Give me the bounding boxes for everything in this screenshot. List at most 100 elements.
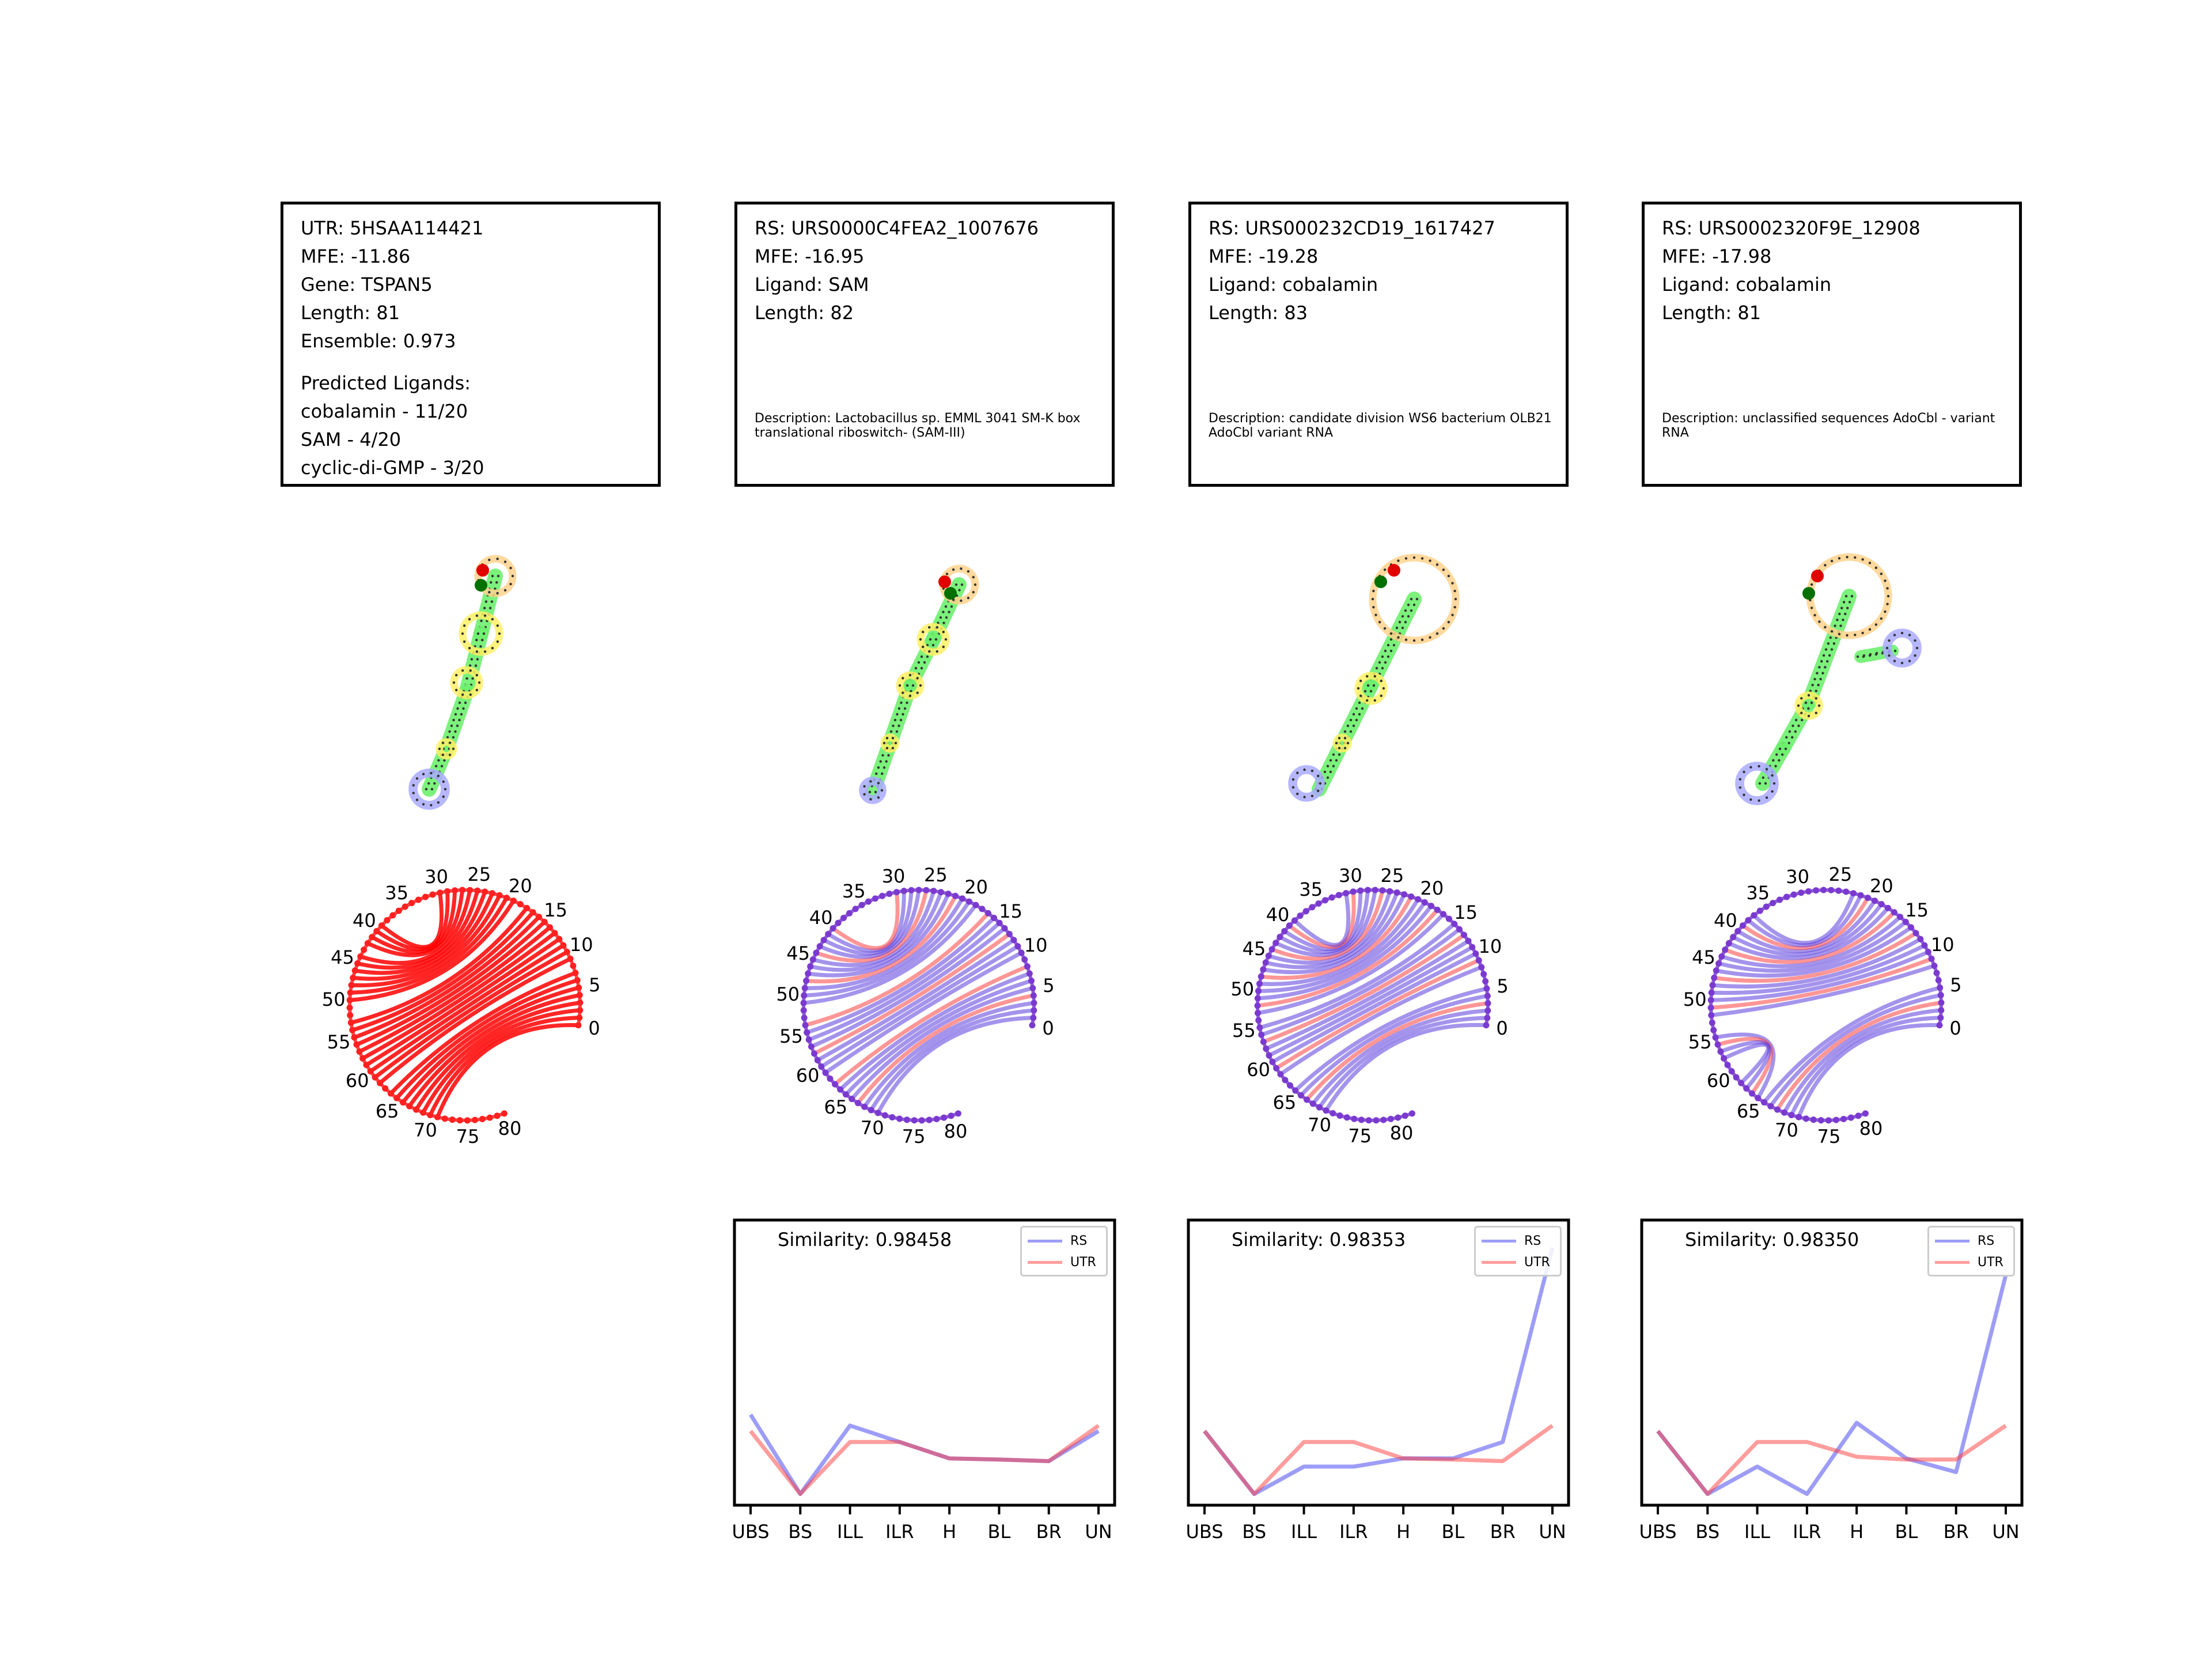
arc-tick-label: 0 (1042, 1017, 1054, 1039)
nucleotide-dot (868, 1107, 874, 1113)
legend-swatch (1028, 1239, 1062, 1243)
nucleotide-dot (577, 1007, 584, 1014)
nucleotide-dot (840, 914, 847, 921)
nucleotide-dot (373, 927, 380, 934)
nucleotide-dot (1282, 1077, 1289, 1084)
nucleotide-dot (965, 898, 972, 905)
base-pair-arc (1259, 922, 1456, 1030)
base-pair-arc (349, 899, 516, 1002)
info-line: RS: URS0002320F9E_12908 (1662, 217, 1921, 239)
arc-tick-label: 65 (375, 1100, 399, 1122)
nucleotide-dot (346, 1004, 353, 1011)
nucleotide-dot (1336, 1112, 1343, 1119)
nucleotide-dot (1265, 952, 1272, 959)
nucleotide-dot (1277, 933, 1283, 940)
arc-tick-label: 5 (1497, 975, 1509, 998)
nucleotide-dot (1738, 1080, 1745, 1086)
nucleotide-dot (1937, 992, 1944, 999)
base-pair-arc (824, 951, 1022, 1075)
nucleotide-dot (1031, 999, 1037, 1006)
nucleotide-dot (1813, 887, 1820, 894)
base-pair-arc (421, 1008, 581, 1114)
nucleotide-dot (1309, 904, 1316, 911)
base-pair-arc (1723, 1042, 1770, 1085)
nucleotide-dot (854, 1100, 861, 1107)
nucleotide-dot (346, 997, 353, 1003)
nucleotide-dot (807, 963, 814, 970)
arc-tick-label: 75 (1348, 1124, 1372, 1147)
nucleotide-dot (915, 887, 922, 893)
nucleotide-dot (991, 914, 998, 921)
nucleotide-dot (1350, 888, 1357, 895)
base-pair-arc (1293, 892, 1351, 947)
info-line: Length: 82 (755, 302, 854, 324)
arc-tick-label: 20 (1420, 877, 1444, 899)
base-pair-arc (1265, 892, 1399, 969)
nucleotide-dot (1707, 1004, 1714, 1011)
similarity-label: Similarity: 0.98350 (1685, 1229, 1859, 1251)
nucleotide-dot (1832, 1116, 1839, 1123)
base-pair-arc (856, 993, 1034, 1105)
base-pair-arc (1265, 939, 1469, 1051)
nucleotide-dot (395, 907, 402, 914)
nucleotide-dot (1825, 1117, 1832, 1124)
nucleotide-dot (1286, 1082, 1293, 1089)
nucleotide-dot (861, 1103, 868, 1110)
description-text: Description: unclassified sequences AdoC… (1662, 411, 1995, 440)
nucleotide-dot (1725, 940, 1732, 947)
arc-tick-label: 65 (1272, 1091, 1297, 1113)
nucleotide-dot (1840, 1116, 1847, 1123)
nucleotide-dot (1862, 1110, 1869, 1117)
nucleotide-dot (800, 999, 807, 1006)
base-pair-arc (1258, 901, 1427, 993)
nucleotide-dot (1790, 891, 1797, 898)
arc-tick-label: 15 (1905, 899, 1929, 922)
nucleotide-dot (908, 887, 915, 893)
nucleotide-dot (353, 1041, 360, 1048)
nucleotide-dot (1707, 997, 1714, 1003)
nucleotide-dot (1745, 917, 1752, 924)
base-pair-arc (353, 915, 541, 1040)
base-pair-arc (805, 912, 990, 1028)
arc-tick-label: 55 (1688, 1031, 1712, 1053)
nucleotide-dot (1343, 889, 1350, 896)
base-pair-arc (831, 892, 900, 950)
nucleotide-dot (1323, 1107, 1330, 1114)
nucleotide-dot (1328, 894, 1335, 901)
arc-tick-label: 35 (1299, 878, 1323, 900)
base-pair-arc (862, 1001, 1035, 1108)
nucleotide-dot (1763, 903, 1770, 910)
nucleotide-dot (1365, 1117, 1372, 1124)
arc-tick-label: 50 (1683, 988, 1707, 1011)
legend-label: RS (1524, 1233, 1541, 1248)
nucleotide-dot (529, 909, 536, 916)
legend-label: RS (1070, 1233, 1088, 1248)
nucleotide-dot (972, 902, 979, 908)
nucleotide-dot (1021, 956, 1028, 963)
base-pair-arc (810, 926, 1006, 1049)
arc-tick-label: 30 (1339, 865, 1362, 887)
nucleotide-dot (1408, 1110, 1415, 1117)
nucleotide-dot (576, 992, 583, 999)
nucleotide-dot (1795, 1113, 1802, 1120)
nucleotide-dot (1028, 978, 1035, 984)
nucleotide-dot (482, 888, 488, 895)
arc-tick-label: 40 (1266, 903, 1290, 926)
base-pair-arc (1762, 986, 1941, 1104)
nucleotide-dot (474, 887, 481, 894)
series-line-utr (1656, 1423, 2007, 1496)
base-pair-arc (1711, 950, 1929, 1002)
nucleotide-dot (1847, 1114, 1854, 1121)
nucleotide-dot (449, 1116, 456, 1123)
nucleotide-dot (1393, 889, 1400, 896)
nucleotide-dot (1708, 989, 1715, 996)
nucleotide-dot (479, 1116, 486, 1123)
nucleotide-dot (933, 1116, 940, 1123)
start-marker (938, 575, 951, 588)
arc-tick-label: 10 (1930, 933, 1955, 956)
arc-tick-label: 45 (786, 942, 810, 964)
nucleotide-dot (1427, 903, 1434, 910)
arc-tick-label: 55 (327, 1031, 351, 1053)
x-tick-label: H (942, 1521, 957, 1543)
nucleotide-dot (503, 895, 510, 902)
